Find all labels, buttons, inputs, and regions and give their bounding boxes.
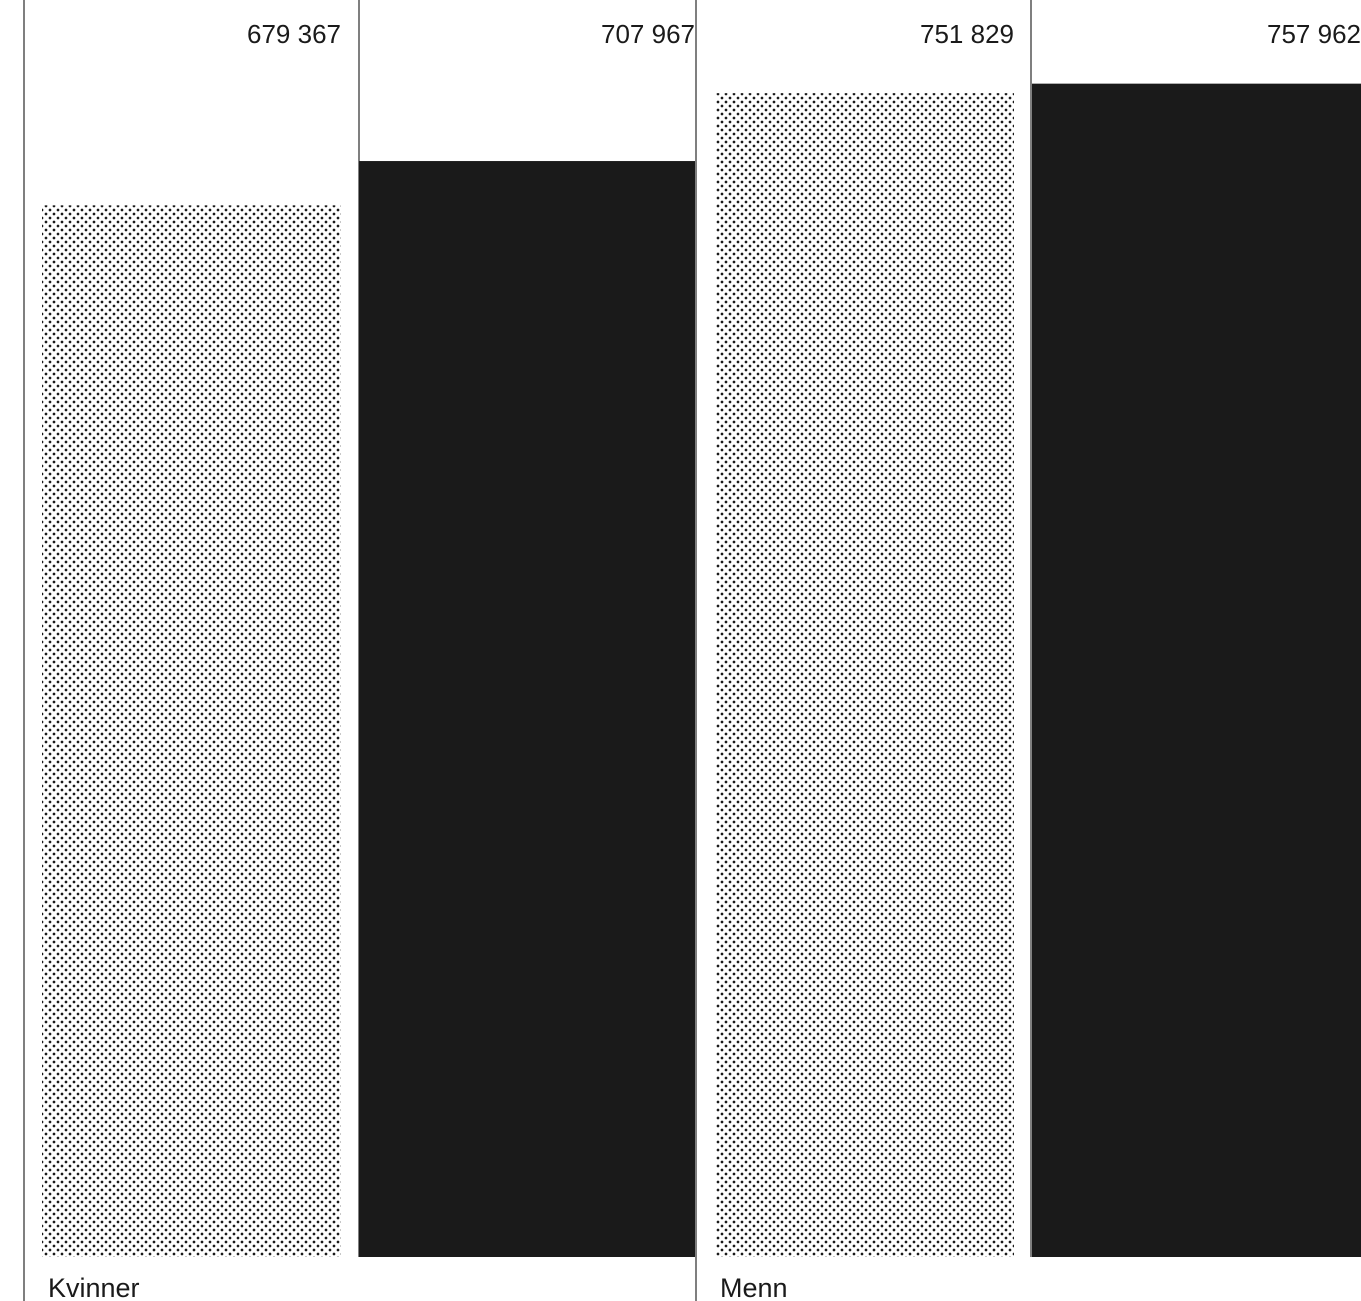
- bar-menn-2: [1032, 83, 1361, 1257]
- bar-kvinner-2: [359, 161, 695, 1258]
- bar-kvinner-1: [42, 205, 341, 1257]
- value-label: 707 967: [601, 19, 695, 49]
- category-label-menn: Menn: [720, 1273, 788, 1301]
- value-labels: 679 367 751 829 707 967 757 962: [247, 19, 1361, 49]
- value-label: 751 829: [920, 19, 1014, 49]
- bar-menn-1: [716, 93, 1014, 1257]
- bars: [42, 83, 1361, 1258]
- category-labels: Kvinner Menn: [48, 1273, 788, 1301]
- category-label-kvinner: Kvinner: [48, 1273, 140, 1301]
- value-label: 679 367: [247, 19, 341, 49]
- value-label: 757 962: [1267, 19, 1361, 49]
